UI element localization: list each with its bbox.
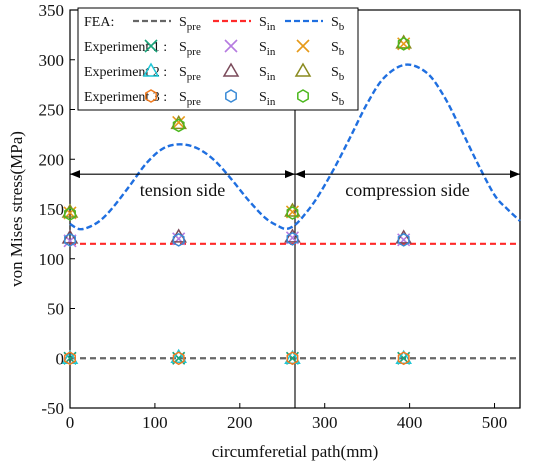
arrow-head-right <box>510 170 520 179</box>
plot-layer: 0 100 200 300 400 500-50050100150200250300350… <box>39 1 521 432</box>
y-tick-label: 50 <box>47 300 64 319</box>
x-tick-label: 0 <box>66 413 75 432</box>
legend-marker-swatch <box>145 89 157 103</box>
arrow-head-left <box>70 170 80 179</box>
legend-item-label: Spre <box>179 15 201 33</box>
legend-box <box>77 7 359 111</box>
x-tick-label: 100 <box>142 413 168 432</box>
exp3-s-pre-point <box>286 351 299 366</box>
exp2-s-in-point <box>395 229 412 244</box>
exp3-s-b-point <box>64 207 76 221</box>
legend-item-label: Sin <box>259 15 276 33</box>
legend-marker-swatch <box>144 39 158 53</box>
annotation-label: compression side <box>345 180 469 200</box>
exp2-s-pre-point <box>395 349 412 364</box>
legend-row-label: Experiment 2 : <box>84 65 167 80</box>
exp1-s-b-point <box>172 115 186 130</box>
arrow-head-left <box>295 170 305 179</box>
y-tick-label: -50 <box>41 399 64 418</box>
x-tick-label: 400 <box>397 413 423 432</box>
y-axis-label: von Mises stress(MPa) <box>7 131 26 287</box>
y-tick-label: 150 <box>39 200 65 219</box>
exp3-s-in-point <box>64 232 76 247</box>
legend-item-label: Spre <box>179 40 201 58</box>
exp3-s-b-point <box>286 206 299 220</box>
exp3-s-in-point <box>397 232 410 247</box>
exp2-s-b-point <box>284 202 301 217</box>
annotation-arrow-1 <box>295 170 520 179</box>
legend-marker-swatch <box>294 62 312 77</box>
exp3-s-pre-point <box>397 351 410 366</box>
x-tick-label: 500 <box>482 413 508 432</box>
legend-marker-swatch <box>224 39 238 53</box>
x-axis-label: circumferetial path(mm) <box>212 442 379 461</box>
exp3-s-b-point <box>397 36 410 51</box>
legend-marker-swatch <box>297 89 309 103</box>
exp2-s-pre-point <box>170 348 187 364</box>
exp3-s-pre-point <box>64 351 76 366</box>
exp3-s-in-point <box>172 232 185 247</box>
legend-marker-swatch <box>142 62 160 77</box>
x-tick-label: 200 <box>227 413 253 432</box>
y-tick-label: 100 <box>39 250 65 269</box>
legend-row-label: FEA: <box>84 15 114 30</box>
legend-marker-swatch <box>296 39 310 53</box>
y-tick-label: 350 <box>39 1 65 20</box>
y-tick-label: 0 <box>56 349 65 368</box>
exp2-s-pre-point <box>61 349 79 364</box>
legend-item-label: Sb <box>331 40 345 58</box>
legend-item-label: Sin <box>259 65 276 83</box>
exp2-s-b-point <box>170 114 187 130</box>
exp2-s-b-point <box>61 203 79 218</box>
exp3-s-in-point <box>286 231 299 246</box>
legend-item-label: Sin <box>259 40 276 58</box>
x-tick-label: 300 <box>312 413 338 432</box>
y-tick-label: 300 <box>39 51 65 70</box>
legend-item-label: Spre <box>179 65 201 83</box>
exp3-s-pre-point <box>172 351 185 366</box>
exp2-s-b-point <box>395 34 412 49</box>
exp2-s-pre-point <box>284 349 301 364</box>
annotation-label: tension side <box>140 180 226 200</box>
legend-marker-swatch <box>225 89 237 103</box>
legend-item-label: Sb <box>331 65 345 83</box>
legend-item-label: Sb <box>331 15 345 33</box>
legend-item-label: Sb <box>331 90 345 108</box>
y-tick-label: 250 <box>39 101 65 120</box>
legend-item-label: Sin <box>259 90 276 108</box>
exp2-s-in-point <box>61 229 79 244</box>
y-tick-label: 200 <box>39 150 65 169</box>
legend-item-label: Spre <box>179 90 201 108</box>
legend-marker-swatch <box>222 62 240 77</box>
exp2-s-in-point <box>284 228 301 243</box>
exp3-s-b-point <box>172 118 185 133</box>
annotation-arrow-0 <box>70 170 295 179</box>
arrow-head-right <box>285 170 295 179</box>
